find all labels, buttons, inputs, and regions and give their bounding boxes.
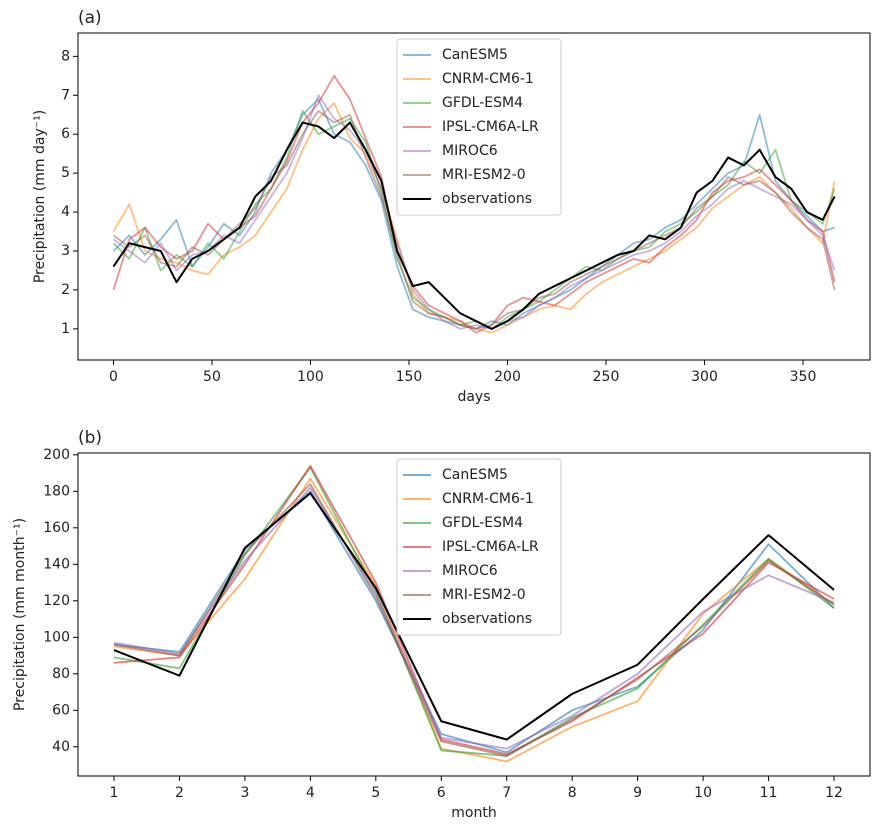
y-tick-label: 3 (61, 243, 70, 259)
legend-label: observations (442, 191, 532, 207)
legend-label: MIROC6 (442, 143, 498, 159)
x-tick-label: 12 (825, 785, 843, 801)
y-tick-label: 160 (43, 520, 70, 536)
x-axis-label: month (451, 805, 496, 821)
legend-label: GFDL-ESM4 (442, 515, 523, 531)
y-tick-label: 2 (61, 282, 70, 298)
axes-frame (77, 452, 871, 777)
y-tick-label: 60 (52, 702, 70, 718)
x-tick-label: 150 (396, 369, 423, 385)
x-tick-label: 9 (633, 785, 642, 801)
y-tick-label: 8 (61, 48, 70, 64)
legend-box (396, 458, 562, 636)
y-tick-label: 120 (43, 593, 70, 609)
series-line (113, 464, 835, 755)
x-tick-label: 4 (306, 785, 315, 801)
y-tick-label: 7 (61, 87, 70, 103)
x-tick-label: 11 (760, 785, 778, 801)
legend-label: GFDL-ESM4 (442, 95, 523, 111)
legend-label: CNRM-CM6-1 (442, 71, 534, 87)
legend: CanESM5 CNRM-CM6-1 GFDL-ESM4 IPSL-CM6A-LR MI… (396, 38, 562, 216)
series-line (113, 486, 835, 750)
panel-title: (b) (78, 428, 102, 448)
y-axis-label: Precipitation (mm month⁻¹) (12, 518, 28, 711)
legend-label: CNRM-CM6-1 (442, 491, 534, 507)
y-axis-label: Precipitation (mm day⁻¹) (32, 110, 48, 283)
panel-title: (a) (78, 8, 102, 28)
series-line (113, 492, 835, 741)
legend-label: observations (442, 611, 532, 627)
y-tick-label: 180 (43, 483, 70, 499)
legend-label: MRI-ESM2-0 (442, 587, 526, 603)
y-tick-label: 40 (52, 739, 70, 755)
y-tick-label: 200 (43, 447, 70, 463)
x-tick-label: 6 (437, 785, 446, 801)
x-tick-label: 5 (371, 785, 380, 801)
x-tick-label: 0 (109, 369, 118, 385)
x-tick-label: 3 (240, 785, 249, 801)
x-tick-label: 250 (593, 369, 620, 385)
y-tick-label: 5 (61, 165, 70, 181)
y-tick-label: 4 (61, 204, 70, 220)
series-line (112, 109, 836, 330)
x-tick-label: 350 (790, 369, 817, 385)
x-tick-label: 200 (494, 369, 521, 385)
legend-label: CanESM5 (442, 467, 508, 483)
x-tick-label: 8 (568, 785, 577, 801)
x-tick-label: 300 (691, 369, 718, 385)
legend-label: IPSL-CM6A-LR (442, 539, 539, 555)
legend-box (396, 38, 562, 216)
y-tick-label: 6 (61, 126, 70, 142)
axes-frame (77, 32, 871, 361)
x-tick-label: 2 (175, 785, 184, 801)
y-tick-label: 80 (52, 666, 70, 682)
x-tick-label: 7 (502, 785, 511, 801)
legend-label: MRI-ESM2-0 (442, 167, 526, 183)
panel: (b)1 2 3 4 5 6 7 8 9 10 11 124060801001201401601802… (12, 428, 871, 821)
x-axis-label: days (457, 389, 490, 405)
panel: (a) 0 50 100 150 200 250 300 350 1 2 3 4 5 6 7 8 days Prec… (32, 8, 871, 405)
series-line (112, 121, 836, 330)
y-tick-label: 1 (61, 321, 70, 337)
legend-label: CanESM5 (442, 47, 508, 63)
legend-label: IPSL-CM6A-LR (442, 119, 539, 135)
series-line (112, 94, 836, 330)
x-tick-label: 1 (110, 785, 119, 801)
legend: CanESM5 CNRM-CM6-1 GFDL-ESM4 IPSL-CM6A-LR MI… (396, 458, 562, 636)
series-line (113, 466, 835, 757)
y-tick-label: 100 (43, 629, 70, 645)
x-tick-label: 100 (297, 369, 324, 385)
series-line (113, 477, 835, 763)
x-tick-label: 10 (694, 785, 712, 801)
legend-label: MIROC6 (442, 563, 498, 579)
x-tick-label: 50 (203, 369, 221, 385)
y-tick-label: 140 (43, 556, 70, 572)
